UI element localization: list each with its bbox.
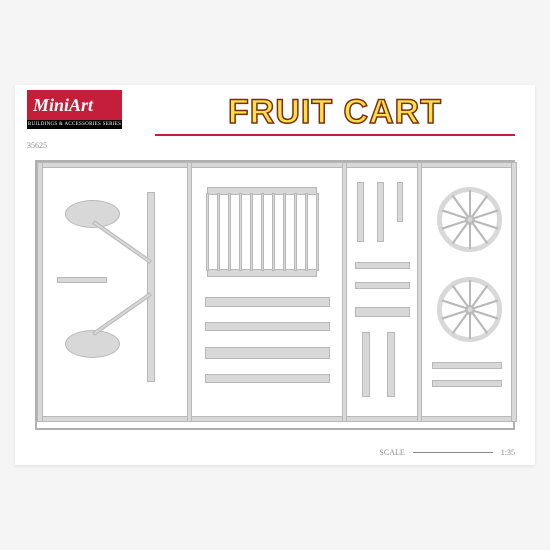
scale-line [413, 452, 493, 453]
title-block: FRUIT CART [155, 93, 515, 136]
scale-label: SCALE [379, 448, 404, 457]
scale-footer: SCALE 1:35 [379, 448, 515, 457]
header: MiniArt BUILDINGS & ACCESSORIES SERIES 3… [15, 85, 535, 145]
brand-name: MiniArt [33, 95, 93, 116]
product-code: 35625 [27, 141, 47, 150]
brand-logo: MiniArt BUILDINGS & ACCESSORIES SERIES [27, 90, 122, 140]
product-card: MiniArt BUILDINGS & ACCESSORIES SERIES 3… [15, 85, 535, 465]
product-title: FRUIT CART [155, 93, 515, 132]
brand-subtitle: BUILDINGS & ACCESSORIES SERIES [27, 120, 122, 129]
title-underline [155, 134, 515, 136]
scale-value: 1:35 [501, 448, 515, 457]
sprue-schematic [35, 160, 515, 430]
